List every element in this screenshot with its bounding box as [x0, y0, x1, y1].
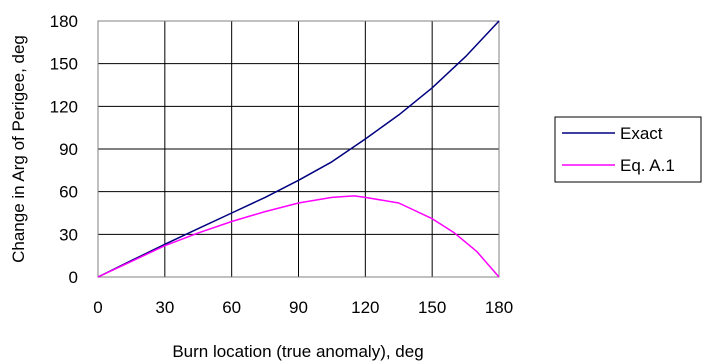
x-tick-label: 0: [93, 298, 102, 317]
x-tick-label: 120: [351, 298, 379, 317]
x-tick-label: 150: [418, 298, 446, 317]
legend: Exact Eq. A.1: [554, 116, 702, 183]
plot-border: [97, 20, 500, 278]
series-line-exact: [97, 20, 500, 278]
y-tick-labels: 0 30 60 90 120 150 180: [50, 12, 78, 287]
legend-label-eq-a1: Eq. A.1: [620, 156, 675, 175]
x-tick-label: 30: [155, 298, 174, 317]
y-tick-label: 30: [59, 225, 78, 244]
series-lines: [97, 20, 500, 278]
x-tick-label: 180: [485, 298, 513, 317]
y-axis-title: Change in Arg of Perigee, deg: [9, 35, 28, 263]
y-tick-label: 90: [59, 140, 78, 159]
x-tick-label: 90: [289, 298, 308, 317]
x-axis-title: Burn location (true anomaly), deg: [172, 342, 423, 361]
y-tick-label: 0: [69, 268, 78, 287]
plot-area: [97, 20, 500, 278]
x-tick-label: 60: [222, 298, 241, 317]
x-tick-labels: 0 30 60 90 120 150 180: [93, 298, 513, 317]
y-tick-label: 60: [59, 183, 78, 202]
y-tick-label: 150: [50, 55, 78, 74]
legend-label-exact: Exact: [620, 124, 663, 143]
legend-box: [554, 116, 702, 183]
y-tick-label: 120: [50, 97, 78, 116]
y-tick-label: 180: [50, 12, 78, 31]
series-line-eq-a-1: [97, 195, 500, 278]
